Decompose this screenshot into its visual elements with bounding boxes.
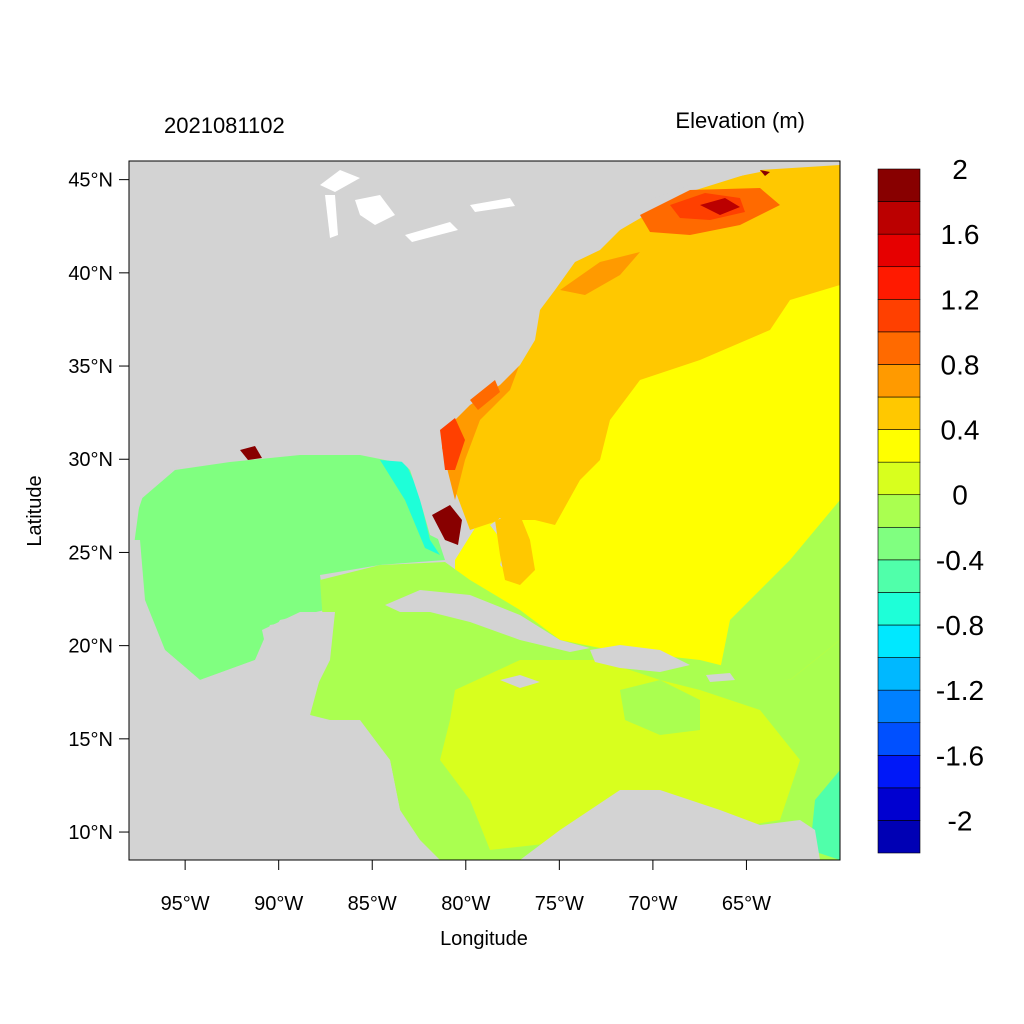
caribbean-central-green (620, 680, 700, 735)
colorbar-swatch (877, 266, 921, 300)
colorbar-swatch (877, 429, 921, 463)
florida-east-surge (440, 418, 465, 470)
x-tick-label: 90°W (254, 893, 303, 915)
colorbar-label: 1.6 (941, 219, 980, 250)
colorbar-swatch (877, 526, 921, 561)
east-edge-teal (810, 770, 840, 860)
colorbar-swatch (877, 331, 921, 365)
atlantic-orange-band (440, 165, 840, 530)
colorbar-swatch (877, 689, 921, 724)
caribbean-yellowgreen (440, 660, 800, 850)
colorbar-swatch (877, 559, 921, 593)
x-tick-label: 70°W (628, 893, 677, 915)
y-axis-ticks: 45°N 40°N 35°N 30°N 25°N 20°N 15°N 10°N (68, 170, 129, 844)
louisiana-surge (240, 446, 262, 460)
colorbar-label: -2 (948, 805, 973, 836)
colorbar-label: 1.2 (941, 284, 980, 315)
colorbar-swatch (877, 494, 921, 528)
colorbar-labels: -2 -1.6 -1.2 -0.8 -0.4 0 0.4 0.8 1.2 1.6 2 (936, 154, 984, 836)
colorbar-swatch (877, 396, 921, 430)
colorbar-swatch (877, 168, 921, 202)
y-tick-label: 15°N (68, 729, 113, 751)
y-tick-label: 45°N (68, 170, 113, 192)
colorbar-swatch (877, 722, 921, 756)
jamaica-landmass (500, 675, 540, 688)
mexico-landmass (129, 540, 440, 860)
colorbar-label: -0.8 (936, 610, 984, 641)
colorbar (877, 168, 921, 854)
ne-coast-orange (560, 252, 640, 295)
colorbar-label: 0 (952, 480, 968, 511)
variable-title: Elevation (m) (675, 108, 805, 133)
yucatan-landmass (262, 612, 335, 700)
y-axis-label: Latitude (24, 475, 46, 546)
east-atlantic-green (720, 500, 840, 680)
florida-shelf-cyan (380, 460, 440, 555)
colorbar-swatch (877, 657, 921, 691)
x-axis-label: Longitude (440, 928, 528, 950)
colorbar-label: 0.8 (941, 349, 980, 380)
lake-ontario (470, 198, 515, 212)
colorbar-swatch (877, 364, 921, 398)
colorbar-swatch (877, 201, 921, 235)
hispaniola-landmass (590, 645, 690, 672)
colorbar-label: -0.4 (936, 545, 984, 576)
x-tick-label: 95°W (161, 893, 210, 915)
y-tick-label: 20°N (68, 636, 113, 658)
cuba-landmass (385, 590, 590, 652)
colorbar-label: -1.2 (936, 675, 984, 706)
colorbar-swatch (877, 754, 921, 789)
colorbar-label: -1.6 (936, 740, 984, 771)
colorbar-swatch (877, 624, 921, 658)
x-tick-label: 75°W (535, 893, 584, 915)
colorbar-label: 2 (952, 154, 968, 185)
y-tick-label: 25°N (68, 542, 113, 564)
gulf-of-mexico (132, 455, 445, 680)
colorbar-swatch (877, 298, 921, 333)
x-tick-label: 80°W (441, 893, 490, 915)
maine-coast-surge (760, 170, 770, 176)
colorbar-swatch (877, 820, 921, 854)
lake-superior (320, 170, 360, 192)
colorbar-swatch (877, 592, 921, 626)
lake-michigan (325, 195, 338, 238)
north-america-landmass (129, 161, 760, 540)
south-florida-surge (432, 505, 462, 545)
x-axis-ticks: 95°W 90°W 85°W 80°W 75°W 70°W 65°W (161, 860, 771, 915)
south-america-landmass (520, 790, 820, 860)
map-field (129, 161, 840, 860)
colorbar-swatch (877, 787, 921, 821)
y-tick-label: 35°N (68, 356, 113, 378)
colorbar-swatch (877, 233, 921, 268)
colorbar-swatch (877, 461, 921, 496)
x-tick-label: 65°W (722, 893, 771, 915)
bahamas-shelf-orange (495, 515, 535, 585)
colorbar-label: 0.4 (941, 415, 980, 446)
y-tick-label: 40°N (68, 263, 113, 285)
lake-erie (405, 222, 458, 242)
nc-coast-surge (470, 380, 500, 410)
puerto-rico-landmass (706, 673, 735, 682)
y-tick-label: 30°N (68, 449, 113, 471)
x-tick-label: 85°W (348, 893, 397, 915)
plot-frame (128, 160, 841, 861)
date-title: 2021081102 (164, 113, 285, 138)
gulf-of-maine-core (700, 198, 740, 215)
lake-huron (355, 195, 395, 225)
y-tick-label: 10°N (68, 822, 113, 844)
shelf-orange-band (440, 350, 525, 500)
